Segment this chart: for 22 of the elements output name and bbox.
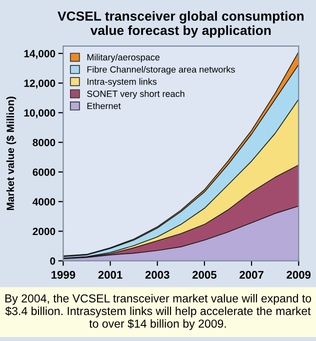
y-tick-label: 2000 bbox=[32, 228, 56, 236]
legend-label: Ethernet bbox=[87, 102, 121, 110]
x-tick-label: 2003 bbox=[145, 270, 170, 279]
y-axis-title: Market value ($ Million) bbox=[6, 96, 16, 210]
x-tick-label: 2009 bbox=[286, 270, 311, 279]
x-tick-label: 2007 bbox=[240, 270, 264, 279]
text: By 2004, the VCSEL transceiver market value will expand to $3.4 billion. Intrasystem links will help accelerate the market to over $14 billion by 2009. bbox=[5, 294, 312, 330]
y-tick-label: 12,000 bbox=[24, 80, 56, 88]
legend-label: Intra-system links bbox=[88, 78, 157, 87]
chart-title: VCSEL transceiver global consumption value forecast by application bbox=[58, 11, 304, 38]
y-tick-label: 14,000 bbox=[24, 50, 56, 59]
y-tick-label: 10,000 bbox=[24, 109, 56, 118]
legend-label: SONET very short reach bbox=[87, 90, 184, 99]
y-tick-label: 0 bbox=[50, 257, 56, 265]
x-tick-label: 2001 bbox=[98, 270, 122, 279]
y-tick-label: 8000 bbox=[32, 138, 56, 146]
x-tick-label: 2005 bbox=[192, 270, 217, 279]
legend-label: Military/aerospace bbox=[87, 54, 160, 62]
legend-label: Fibre Channel/storage area networks bbox=[87, 66, 235, 74]
y-tick-label: 4000 bbox=[32, 198, 56, 206]
y-tick-label: 6000 bbox=[32, 168, 56, 176]
x-tick-label: 1999 bbox=[52, 270, 76, 279]
